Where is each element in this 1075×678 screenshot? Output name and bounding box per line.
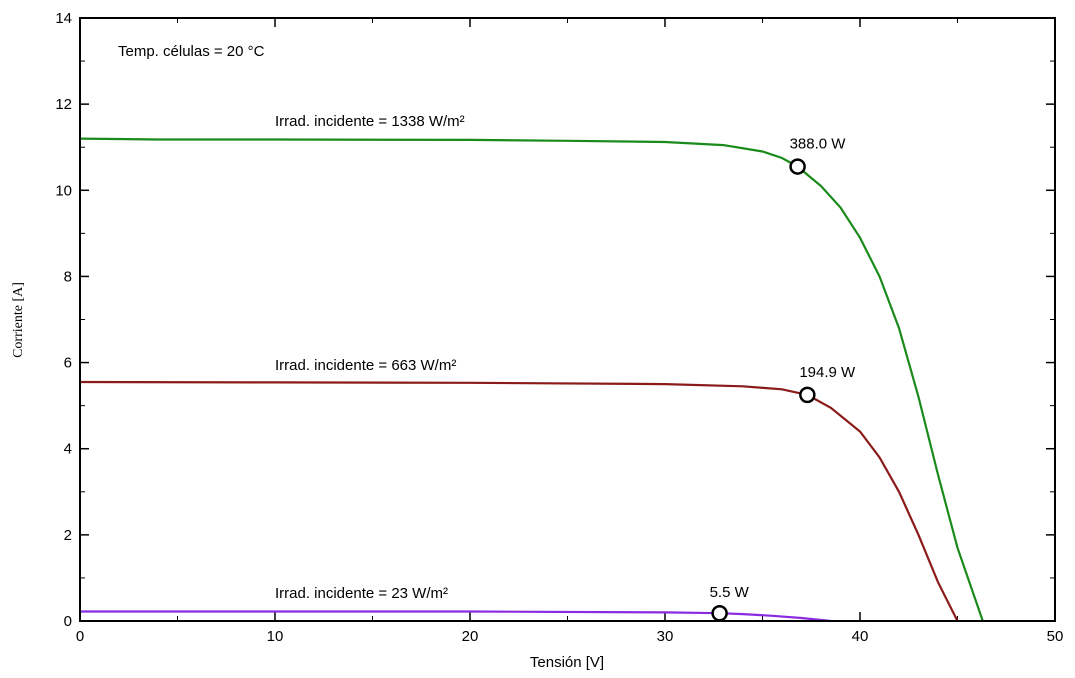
series-label: Irrad. incidente = 23 W/m² bbox=[275, 585, 448, 602]
y-tick-label: 0 bbox=[64, 613, 72, 630]
mpp-power-label: 388.0 W bbox=[790, 136, 847, 153]
x-tick-label: 0 bbox=[76, 628, 84, 645]
y-tick-label: 8 bbox=[64, 268, 72, 285]
y-tick-label: 6 bbox=[64, 355, 72, 372]
series-layer: Irrad. incidente = 1338 W/m² 388.0 W Irrad… bbox=[79, 113, 984, 623]
plot-frame bbox=[79, 17, 1056, 622]
series-label: Irrad. incidente = 1338 W/m² bbox=[275, 113, 465, 130]
x-tick-label: 30 bbox=[657, 628, 674, 645]
axis-ticks: 0 10 20 30 40 50 0 2 4 6 8 10 12 14 bbox=[55, 10, 1063, 645]
x-tick-label: 50 bbox=[1047, 628, 1064, 645]
y-axis-label: Corriente [A] bbox=[11, 282, 26, 358]
mpp-marker bbox=[789, 158, 806, 175]
y-tick-label: 2 bbox=[64, 527, 72, 544]
mpp-marker bbox=[711, 604, 728, 622]
mpp-power-label: 194.9 W bbox=[799, 364, 856, 381]
series-label: Irrad. incidente = 663 W/m² bbox=[275, 357, 456, 374]
mpp-marker bbox=[799, 386, 816, 404]
y-tick-label: 12 bbox=[55, 96, 72, 113]
y-tick-label: 14 bbox=[55, 10, 72, 27]
x-axis-label: Tensión [V] bbox=[530, 654, 604, 671]
x-tick-label: 10 bbox=[267, 628, 284, 645]
temperature-annotation: Temp. células = 20 °C bbox=[118, 43, 265, 60]
y-tick-label: 10 bbox=[55, 182, 72, 199]
x-tick-label: 40 bbox=[852, 628, 869, 645]
series-line bbox=[79, 380, 959, 622]
x-tick-label: 20 bbox=[462, 628, 479, 645]
mpp-power-label: 5.5 W bbox=[710, 584, 750, 601]
y-tick-label: 4 bbox=[64, 441, 72, 458]
